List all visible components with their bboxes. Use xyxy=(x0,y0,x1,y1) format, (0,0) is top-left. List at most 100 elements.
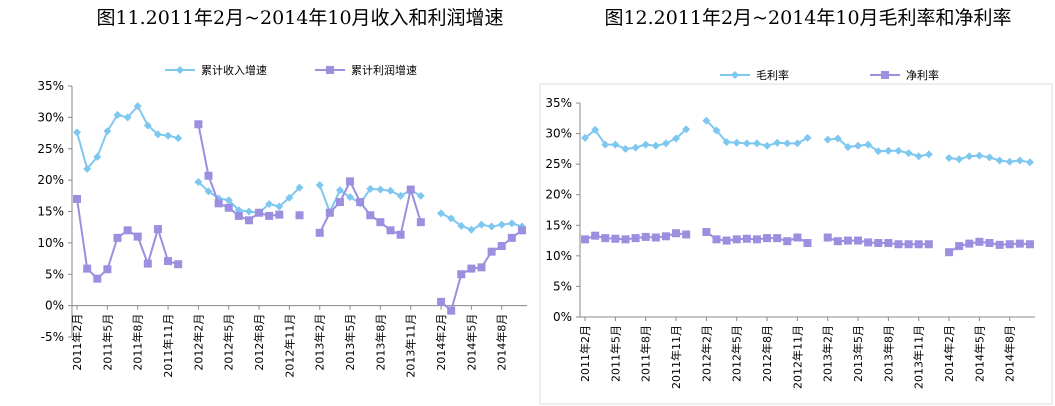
marker xyxy=(621,144,630,153)
marker xyxy=(396,191,405,200)
marker xyxy=(275,202,284,211)
y-tick-label: 30% xyxy=(545,127,572,141)
marker xyxy=(752,235,761,244)
marker xyxy=(682,125,691,134)
x-tick-label: 2014年5月 xyxy=(972,325,986,382)
marker xyxy=(854,141,863,150)
x-tick-label: 2013年8月 xyxy=(373,314,387,371)
marker xyxy=(194,120,203,129)
marker xyxy=(864,238,873,247)
marker xyxy=(275,210,284,219)
marker xyxy=(224,196,233,205)
marker xyxy=(234,211,243,220)
marker xyxy=(1025,158,1034,167)
marker xyxy=(265,211,274,220)
legend-marker xyxy=(326,66,334,74)
marker xyxy=(833,237,842,246)
x-tick-label: 2013年2月 xyxy=(821,325,835,382)
marker xyxy=(641,140,650,149)
marker xyxy=(773,234,782,243)
x-tick-label: 2014年2月 xyxy=(434,314,448,371)
marker xyxy=(164,257,173,266)
marker xyxy=(113,233,122,242)
marker xyxy=(641,232,650,241)
marker xyxy=(985,153,994,162)
marker xyxy=(164,131,173,140)
marker xyxy=(975,151,984,160)
marker xyxy=(783,139,792,148)
marker xyxy=(975,237,984,246)
marker xyxy=(517,226,526,235)
marker xyxy=(123,113,132,122)
legend-label: 净利率 xyxy=(906,68,939,82)
y-tick-label: 10% xyxy=(545,249,572,263)
marker xyxy=(732,235,741,244)
marker xyxy=(914,240,923,249)
marker xyxy=(93,274,102,283)
marker xyxy=(467,264,476,273)
marker xyxy=(153,225,162,234)
marker xyxy=(285,193,294,202)
marker xyxy=(457,221,466,230)
marker xyxy=(437,209,446,218)
marker xyxy=(507,233,516,242)
x-tick-label: 2011年8月 xyxy=(131,314,145,371)
y-tick-label: 25% xyxy=(37,142,64,156)
marker xyxy=(214,199,223,208)
marker xyxy=(224,203,233,212)
marker xyxy=(702,116,711,125)
marker xyxy=(651,141,660,150)
marker xyxy=(783,237,792,246)
x-tick-label: 2012年11月 xyxy=(282,314,296,378)
legend-label: 毛利率 xyxy=(756,68,789,82)
marker xyxy=(315,181,324,190)
marker xyxy=(581,133,590,142)
marker xyxy=(295,211,304,220)
marker xyxy=(103,265,112,274)
marker xyxy=(133,102,142,111)
marker xyxy=(874,147,883,156)
x-tick-label: 2012年5月 xyxy=(222,314,236,371)
marker xyxy=(123,226,132,235)
marker xyxy=(143,121,152,130)
marker xyxy=(457,270,466,279)
marker xyxy=(854,236,863,245)
marker xyxy=(376,218,385,227)
y-tick-label: 20% xyxy=(545,188,572,202)
marker xyxy=(924,240,933,249)
marker xyxy=(356,198,365,207)
marker xyxy=(477,220,486,229)
marker xyxy=(611,140,620,149)
marker xyxy=(73,194,82,203)
marker xyxy=(894,240,903,249)
marker xyxy=(672,134,681,143)
marker xyxy=(507,219,516,228)
marker xyxy=(682,230,691,239)
marker xyxy=(366,184,375,193)
marker xyxy=(763,141,772,150)
marker xyxy=(591,125,600,134)
marker xyxy=(904,240,913,249)
marker xyxy=(651,233,660,242)
marker xyxy=(914,152,923,161)
marker xyxy=(366,211,375,220)
marker xyxy=(884,239,893,248)
marker xyxy=(1015,239,1024,248)
marker xyxy=(661,139,670,148)
marker xyxy=(1005,240,1014,249)
marker xyxy=(386,226,395,235)
marker xyxy=(722,236,731,245)
marker xyxy=(833,134,842,143)
y-tick-label: 25% xyxy=(545,157,572,171)
marker xyxy=(894,146,903,155)
chart-frame xyxy=(539,83,1053,405)
legend-marker xyxy=(176,66,184,74)
marker xyxy=(1025,240,1034,249)
marker xyxy=(497,242,506,251)
marker xyxy=(631,234,640,243)
marker xyxy=(581,235,590,244)
marker xyxy=(295,183,304,192)
x-tick-label: 2012年8月 xyxy=(252,314,266,371)
marker xyxy=(497,220,506,229)
